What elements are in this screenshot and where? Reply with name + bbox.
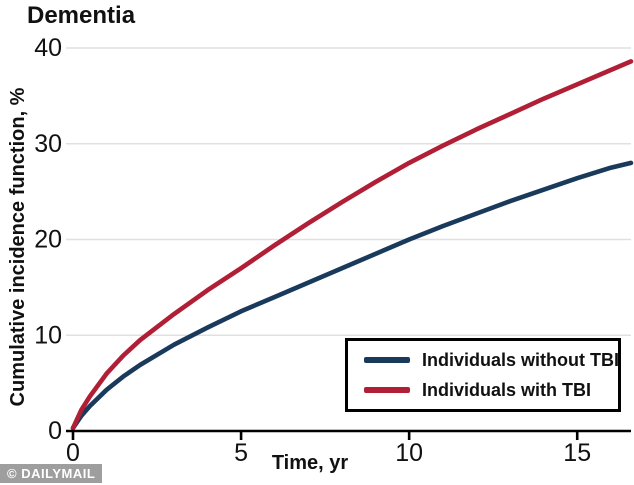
legend-label-without-tbi: Individuals without TBI — [422, 349, 619, 370]
y-tick-label-10: 10 — [34, 321, 62, 349]
legend-item-without-tbi: Individuals without TBI — [364, 349, 619, 371]
legend-box: Individuals without TBI Individuals with… — [345, 338, 621, 412]
legend-item-with-tbi: Individuals with TBI — [364, 380, 618, 401]
series-line-1 — [70, 59, 634, 431]
y-tick-label-40: 40 — [34, 34, 62, 62]
legend-label-with-tbi: Individuals with TBI — [422, 379, 592, 400]
dailymail-watermark: © DAILYMAIL — [0, 464, 103, 483]
x-tick-label-0: 0 — [66, 439, 80, 467]
chart-title: Dementia — [27, 2, 136, 29]
x-tick-label-5: 5 — [234, 439, 248, 467]
legend-swatch-with-tbi — [364, 387, 410, 393]
x-tick-label-15: 15 — [563, 439, 591, 467]
legend-swatch-without-tbi — [364, 357, 410, 363]
series-line-0 — [70, 160, 634, 431]
y-tick-label-30: 30 — [34, 130, 62, 158]
y-tick-label-0: 0 — [48, 417, 62, 445]
x-tick-label-10: 10 — [395, 439, 423, 467]
x-axis-title: Time, yr — [272, 452, 349, 474]
y-tick-label-20: 20 — [34, 226, 62, 254]
